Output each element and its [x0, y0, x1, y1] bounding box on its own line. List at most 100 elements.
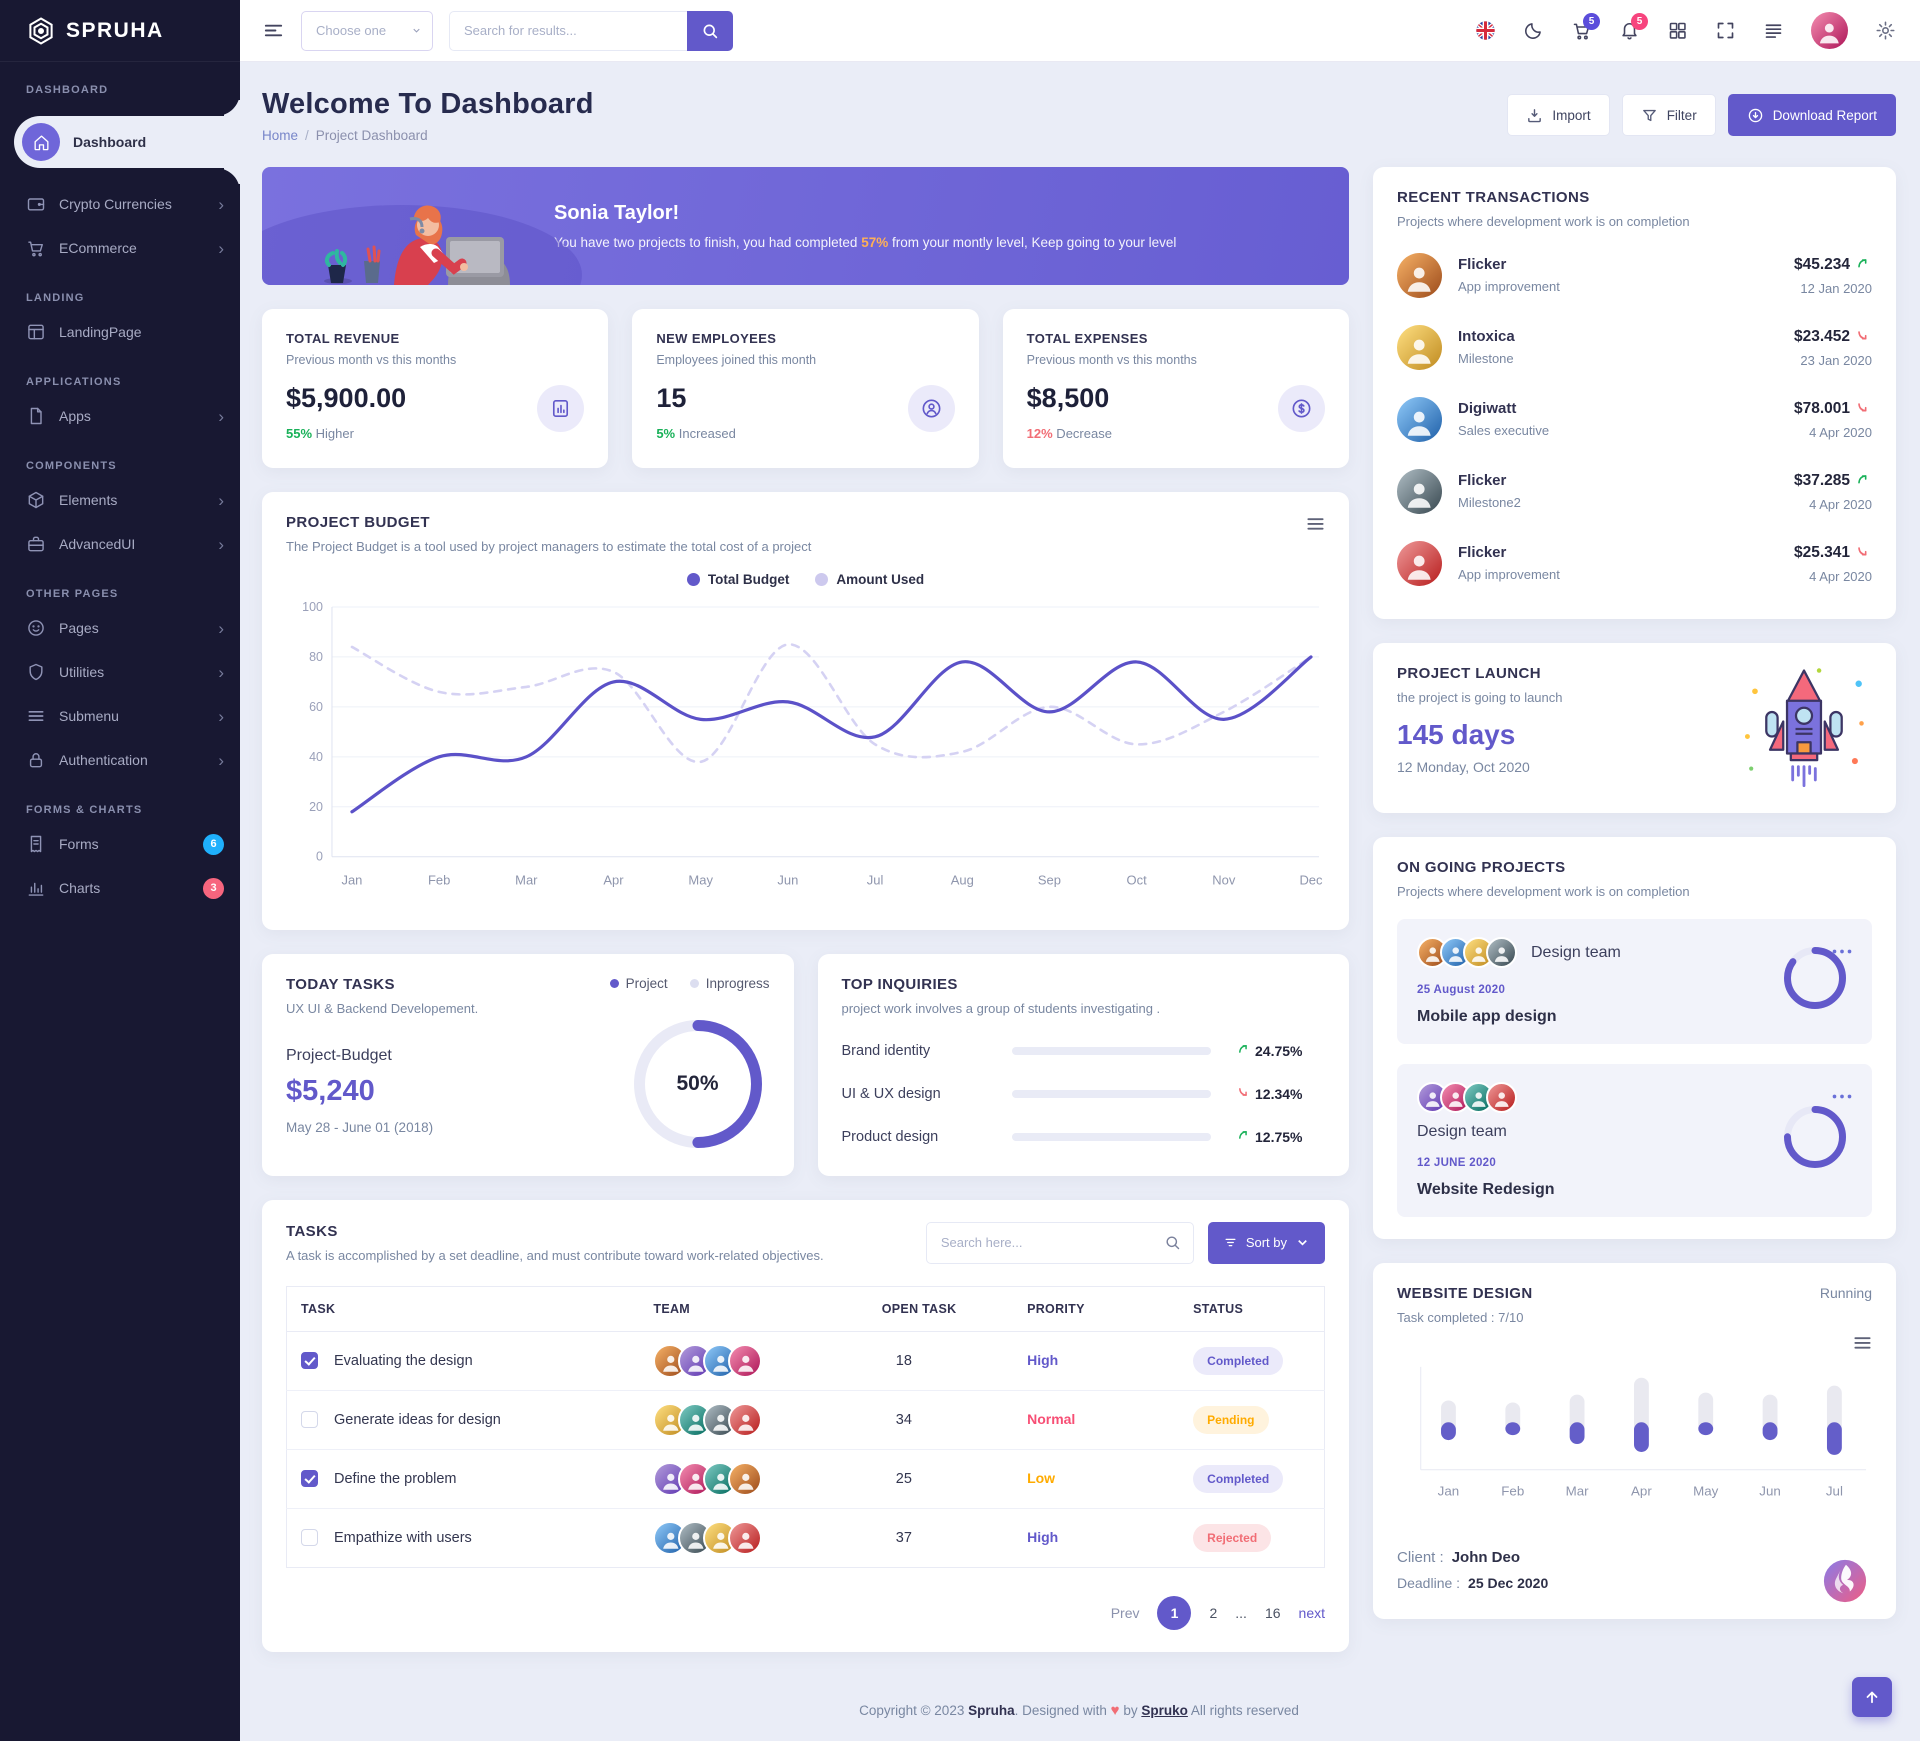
- banner-highlight: 57%: [861, 235, 889, 250]
- priority-label: High: [1027, 1529, 1059, 1546]
- sidebar-item-authentication[interactable]: Authentication ›: [0, 738, 240, 782]
- uk-flag-icon[interactable]: [1475, 20, 1496, 41]
- team-avatars: [653, 1520, 853, 1555]
- tasks-table: TASK TEAM OPEN TASK PRORITY STATUS Evaluatin…: [286, 1285, 1325, 1568]
- task-completed-label: Task completed : 7/10: [1397, 1310, 1524, 1325]
- svg-text:40: 40: [309, 750, 323, 764]
- launch-date: 12 Monday, Oct 2020: [1397, 759, 1530, 775]
- tasks-search-input[interactable]: [925, 1221, 1194, 1264]
- column-header-open-task[interactable]: OPEN TASK: [867, 1286, 1014, 1332]
- progress-donut: 50%: [633, 1019, 762, 1148]
- sidebar-item-dashboard[interactable]: Dashboard: [14, 116, 240, 168]
- transaction-row[interactable]: Flicker App improvement $25.341 4 Apr 202…: [1397, 541, 1872, 586]
- svg-text:Apr: Apr: [1631, 1484, 1652, 1499]
- ongoing-project-mobile-app-design[interactable]: Design team 25 August 2020 Mobile app de…: [1397, 919, 1872, 1044]
- sidebar-item-advancedui[interactable]: AdvancedUI ›: [0, 522, 240, 566]
- svg-text:80: 80: [309, 650, 323, 664]
- table-row: Empathize with users 37 High Rejected: [287, 1508, 1325, 1567]
- search-input[interactable]: [449, 10, 687, 51]
- svg-text:Jun: Jun: [1759, 1484, 1781, 1499]
- breadcrumb-home[interactable]: Home: [262, 128, 299, 143]
- task-checkbox[interactable]: [301, 1411, 318, 1429]
- activity-lines-icon[interactable]: [1763, 20, 1784, 41]
- team-avatars: [653, 1461, 853, 1496]
- ongoing-project-website-redesign[interactable]: Design team 12 JUNE 2020 Website Redesig…: [1397, 1064, 1872, 1217]
- pagination-prev[interactable]: Prev: [1110, 1604, 1140, 1621]
- column-header-prority[interactable]: PRORITY: [1013, 1286, 1180, 1332]
- transaction-row[interactable]: Flicker App improvement $45.234 12 Jan 20…: [1397, 253, 1872, 298]
- sidebar-item-landingpage[interactable]: LandingPage: [0, 310, 240, 354]
- column-header-status[interactable]: STATUS: [1179, 1286, 1325, 1332]
- card-menu-icon[interactable]: [1853, 1335, 1872, 1351]
- transaction-row[interactable]: Digiwatt Sales executive $78.001 4 Apr 20…: [1397, 397, 1872, 442]
- sidebar-item-utilities[interactable]: Utilities ›: [0, 650, 240, 694]
- filter-button[interactable]: Filter: [1621, 94, 1716, 136]
- sidebar-item-charts[interactable]: Charts 3: [0, 866, 240, 910]
- svg-text:May: May: [688, 873, 713, 888]
- notification-badge: 6: [203, 833, 224, 855]
- team-avatars: [653, 1402, 853, 1437]
- sidebar-nav: DASHBOARD Dashboard Crypto Currencies › ECom…: [0, 62, 240, 910]
- arrow-down-icon: [1237, 1086, 1252, 1101]
- sidebar-section-label: APPLICATIONS: [26, 376, 122, 388]
- search-button[interactable]: [687, 10, 733, 51]
- sidebar-item-submenu[interactable]: Submenu ›: [0, 694, 240, 738]
- heart-icon: ♥: [1110, 1701, 1120, 1719]
- pagination-page-2[interactable]: 2: [1209, 1604, 1218, 1621]
- svg-text:Feb: Feb: [1501, 1484, 1524, 1499]
- category-select[interactable]: Choose one: [301, 10, 433, 51]
- header-actions: 5 5: [1475, 12, 1896, 49]
- sidebar-toggle-icon[interactable]: [262, 19, 285, 42]
- sidebar-item-crypto-currencies[interactable]: Crypto Currencies ›: [0, 182, 240, 226]
- fullscreen-icon[interactable]: [1715, 20, 1736, 41]
- pagination-page-16[interactable]: 16: [1264, 1604, 1281, 1621]
- task-checkbox[interactable]: [301, 1470, 318, 1488]
- task-name: Define the problem: [334, 1470, 457, 1487]
- sidebar-item-forms[interactable]: Forms 6: [0, 822, 240, 866]
- import-button[interactable]: Import: [1507, 94, 1610, 136]
- inquiry-row-ui-ux-design: UI & UX design 12.34%: [841, 1085, 1303, 1102]
- sidebar-item-ecommerce[interactable]: ECommerce ›: [0, 226, 240, 270]
- stats-row: TOTAL REVENUE Previous month vs this mon…: [262, 309, 1349, 468]
- briefcase-icon: [26, 534, 46, 554]
- priority-label: High: [1027, 1352, 1059, 1369]
- chevron-right-icon: ›: [218, 238, 224, 258]
- notifications-bell-icon[interactable]: 5: [1619, 13, 1648, 41]
- table-row: Generate ideas for design 34 Normal Pend…: [286, 1390, 1325, 1450]
- more-options-icon[interactable]: [1832, 1086, 1852, 1099]
- card-menu-icon[interactable]: [1306, 516, 1325, 532]
- status-badge: Pending: [1193, 1405, 1269, 1434]
- transaction-row[interactable]: Flicker Milestone2 $37.285 4 Apr 2020: [1397, 469, 1872, 514]
- download-report-button[interactable]: Download Report: [1727, 94, 1896, 136]
- sidebar-section-label: DASHBOARD: [26, 84, 109, 96]
- column-header-team[interactable]: TEAM: [639, 1286, 868, 1332]
- avatar: [728, 1520, 763, 1555]
- scroll-top-button[interactable]: [1852, 1676, 1892, 1717]
- footer-designer-link[interactable]: Spruko: [1141, 1702, 1188, 1718]
- svg-text:60: 60: [309, 700, 323, 714]
- sort-by-button[interactable]: Sort by: [1207, 1221, 1325, 1264]
- pagination-page-1[interactable]: 1: [1157, 1595, 1192, 1630]
- more-options-icon[interactable]: [1832, 941, 1852, 954]
- progress-bar: [1011, 1132, 1211, 1141]
- dark-mode-moon-icon[interactable]: [1523, 20, 1544, 41]
- stat-card-total-revenue: TOTAL REVENUE Previous month vs this mon…: [262, 309, 609, 468]
- column-header-task[interactable]: TASK: [286, 1286, 640, 1332]
- apps-grid-icon[interactable]: [1667, 20, 1688, 41]
- sidebar-item-pages[interactable]: Pages ›: [0, 606, 240, 650]
- menu-lines-icon: [26, 706, 46, 726]
- settings-gear-icon[interactable]: [1875, 20, 1896, 41]
- user-avatar[interactable]: [1811, 12, 1848, 49]
- task-checkbox[interactable]: [301, 1529, 318, 1547]
- transaction-row[interactable]: Intoxica Milestone $23.452 23 Jan 2020: [1397, 325, 1872, 370]
- brand-logo[interactable]: SPRUHA: [0, 0, 240, 62]
- cart-icon[interactable]: 5: [1571, 13, 1600, 41]
- bar-chart-icon: [26, 878, 46, 898]
- banner-greeting: Sonia Taylor!: [554, 202, 680, 224]
- pagination-page-...[interactable]: ...: [1235, 1604, 1247, 1621]
- sidebar-item-apps[interactable]: Apps ›: [0, 394, 240, 438]
- task-checkbox[interactable]: [301, 1352, 318, 1370]
- pagination-next[interactable]: next: [1298, 1604, 1325, 1621]
- sidebar-item-elements[interactable]: Elements ›: [0, 478, 240, 522]
